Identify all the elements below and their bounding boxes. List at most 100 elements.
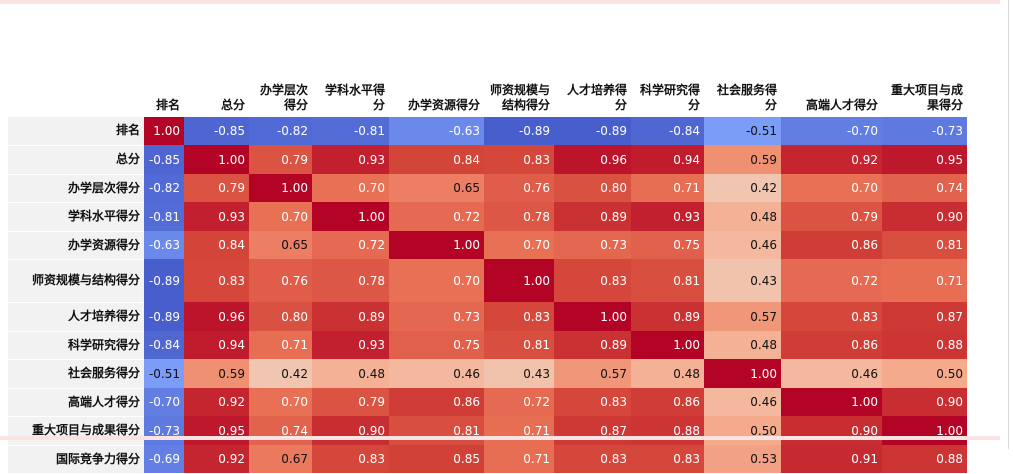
heatmap-cell: -0.70 <box>144 388 184 416</box>
heatmap-cell: 0.70 <box>249 202 312 231</box>
row-header: 总分 <box>8 145 144 175</box>
heatmap-cell: 0.42 <box>704 174 781 202</box>
heatmap-row: 师资规模与结构得分 -0.89 0.83 0.76 0.78 0.70 1.00 0.83 0.… <box>8 259 967 303</box>
heatmap-cell: 0.74 <box>249 416 312 445</box>
heatmap-cell: 0.72 <box>484 388 554 416</box>
heatmap-cell: 0.70 <box>781 174 882 202</box>
row-header: 重大项目与成果得分 <box>8 416 144 446</box>
row-header: 排名 <box>8 117 144 146</box>
heatmap-cell: 1.00 <box>484 259 554 302</box>
heatmap-cell: 0.43 <box>484 359 554 388</box>
heatmap-row: 国际竞争力得分 -0.69 0.92 0.67 0.83 0.85 0.71 0.83 0.83… <box>8 445 967 474</box>
right-edge-line <box>1008 0 1009 449</box>
heatmap-cell: 0.81 <box>631 259 704 302</box>
heatmap-cell: 0.83 <box>631 445 704 473</box>
heatmap-cell: 1.00 <box>781 388 882 416</box>
column-header-row: 排名 总分 办学层次得分 学科水平得分 办学资源得分 师资规模与结构得分 人才培养得分 科学研… <box>8 8 967 117</box>
heatmap-cell: 0.83 <box>554 388 631 416</box>
bottom-strip <box>0 436 1000 440</box>
heatmap-cell: 0.84 <box>184 231 249 259</box>
heatmap-cell: 0.93 <box>184 202 249 231</box>
heatmap-cell: 0.78 <box>312 259 389 302</box>
heatmap-cell: -0.63 <box>144 231 184 259</box>
heatmap-cell: 0.71 <box>249 331 312 359</box>
heatmap-cell: 0.43 <box>704 259 781 302</box>
heatmap-cell: -0.89 <box>484 117 554 145</box>
heatmap-cell: -0.89 <box>144 302 184 331</box>
heatmap-cell: 0.96 <box>184 302 249 331</box>
heatmap-cell: 0.75 <box>631 231 704 259</box>
heatmap-cell: 0.71 <box>484 445 554 473</box>
heatmap-cell: 0.93 <box>312 145 389 174</box>
heatmap-cell: 0.86 <box>631 388 704 416</box>
heatmap-row: 科学研究得分 -0.84 0.94 0.71 0.93 0.75 0.81 0.89 1.00 0… <box>8 331 967 360</box>
heatmap-cell: 0.81 <box>389 416 484 445</box>
heatmap-cell: 0.89 <box>312 302 389 331</box>
heatmap-cell: 0.83 <box>312 445 389 473</box>
heatmap-cell: 0.79 <box>781 202 882 231</box>
heatmap-cell: 0.79 <box>312 388 389 416</box>
heatmap-cell: 0.94 <box>631 145 704 174</box>
heatmap-cell: 0.53 <box>704 445 781 473</box>
heatmap-cell: 0.87 <box>554 416 631 445</box>
heatmap-cell: 0.96 <box>554 145 631 174</box>
heatmap-cell: 0.93 <box>312 331 389 359</box>
heatmap-cell: 0.87 <box>882 302 967 331</box>
column-header: 学科水平得分 <box>312 8 389 117</box>
heatmap-cell: 0.50 <box>704 416 781 445</box>
heatmap-cell: 0.83 <box>184 259 249 302</box>
heatmap-cell: 0.46 <box>704 231 781 259</box>
column-header: 办学层次得分 <box>249 8 312 117</box>
column-header: 人才培养得分 <box>554 8 631 117</box>
heatmap-cell: 0.86 <box>781 331 882 359</box>
heatmap-cell: 0.80 <box>554 174 631 202</box>
heatmap-cell: 0.92 <box>781 145 882 174</box>
heatmap-cell: 0.78 <box>484 202 554 231</box>
heatmap-cell: 0.89 <box>554 331 631 359</box>
heatmap-row: 办学层次得分 -0.82 0.79 1.00 0.70 0.65 0.76 0.80 0.71 0… <box>8 174 967 203</box>
heatmap-cell: 0.83 <box>781 302 882 331</box>
row-header: 办学资源得分 <box>8 231 144 260</box>
heatmap-cell: 0.65 <box>389 174 484 202</box>
heatmap-cell: 0.95 <box>882 145 967 174</box>
heatmap-cell: 0.83 <box>484 302 554 331</box>
heatmap-row: 重大项目与成果得分 -0.73 0.95 0.74 0.90 0.81 0.71 0.87 0.… <box>8 416 967 446</box>
heatmap-cell: 0.83 <box>484 145 554 174</box>
heatmap-cell: 0.67 <box>249 445 312 473</box>
heatmap-cell: 0.48 <box>631 359 704 388</box>
heatmap-cell: -0.73 <box>882 117 967 145</box>
heatmap-row: 总分 -0.85 1.00 0.79 0.93 0.84 0.83 0.96 0.94 0.59 0… <box>8 145 967 175</box>
heatmap-cell: 0.80 <box>249 302 312 331</box>
heatmap-cell: -0.81 <box>312 117 389 145</box>
row-header: 办学层次得分 <box>8 174 144 203</box>
heatmap-cell: 0.71 <box>631 174 704 202</box>
heatmap-cell: 0.50 <box>882 359 967 388</box>
heatmap-row: 社会服务得分 -0.51 0.59 0.42 0.48 0.46 0.43 0.57 0.48 1… <box>8 359 967 389</box>
heatmap-cell: -0.63 <box>389 117 484 145</box>
row-header: 社会服务得分 <box>8 359 144 389</box>
heatmap-cell: 0.76 <box>249 259 312 302</box>
heatmap-cell: 1.00 <box>554 302 631 331</box>
heatmap-cell: 0.46 <box>389 359 484 388</box>
heatmap-cell: 0.93 <box>631 202 704 231</box>
heatmap-row: 办学资源得分 -0.63 0.84 0.65 0.72 1.00 0.70 0.73 0.75 0… <box>8 231 967 260</box>
heatmap-cell: 1.00 <box>184 145 249 174</box>
heatmap-cell: 0.91 <box>781 445 882 473</box>
heatmap-cell: 0.73 <box>554 231 631 259</box>
heatmap-cell: 0.59 <box>184 359 249 388</box>
row-header: 人才培养得分 <box>8 302 144 332</box>
heatmap-cell: -0.70 <box>781 117 882 145</box>
heatmap-row: 排名 1.00 -0.85 -0.82 -0.81 -0.63 -0.89 -0.89 -0.8… <box>8 117 967 146</box>
heatmap-cell: 1.00 <box>882 416 967 445</box>
row-header: 师资规模与结构得分 <box>8 259 144 303</box>
heatmap-cell: -0.89 <box>554 117 631 145</box>
heatmap-cell: 0.42 <box>249 359 312 388</box>
heatmap-cell: 0.46 <box>704 388 781 416</box>
heatmap-cell: 0.81 <box>484 331 554 359</box>
heatmap-cell: 0.84 <box>389 145 484 174</box>
column-header: 高端人才得分 <box>781 8 882 117</box>
heatmap-cell: -0.85 <box>184 117 249 145</box>
heatmap-cell: 0.88 <box>882 445 967 473</box>
heatmap-cell: 0.90 <box>882 202 967 231</box>
heatmap-cell: 0.85 <box>389 445 484 473</box>
